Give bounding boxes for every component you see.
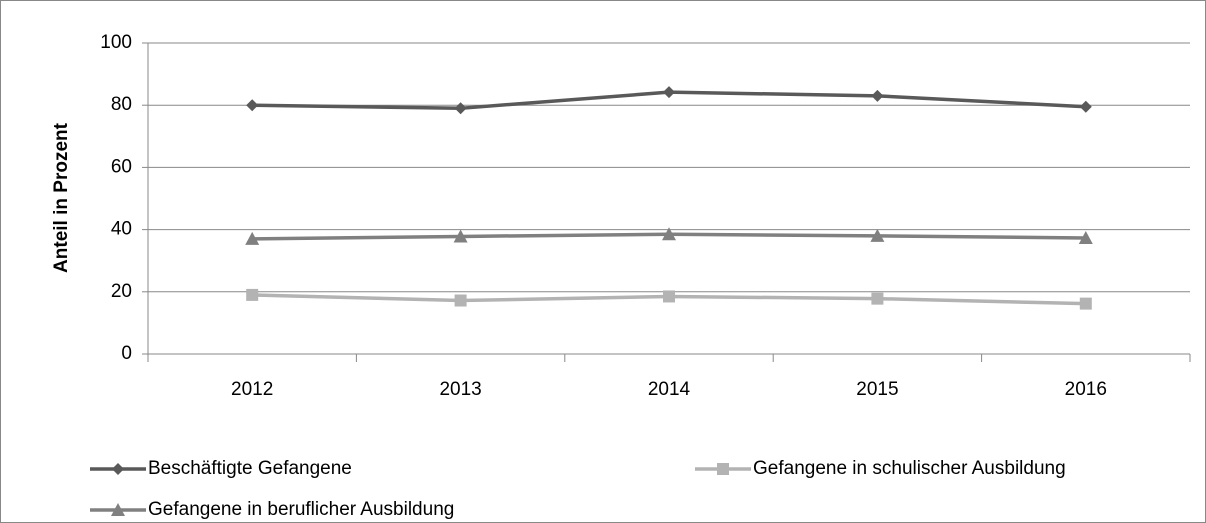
marker-square <box>1079 297 1092 310</box>
marker-diamond <box>246 99 259 112</box>
x-tick-label: 2015 <box>856 379 898 400</box>
marker-square <box>717 463 729 475</box>
marker-triangle <box>111 503 125 516</box>
marker-diamond <box>871 89 884 102</box>
marker-diamond <box>454 102 467 115</box>
marker-diamond <box>663 86 675 99</box>
legend-label: Beschäftigte Gefangene <box>148 458 352 479</box>
y-tick-label: 0 <box>121 343 132 364</box>
marker-square <box>246 288 259 301</box>
y-tick-label: 40 <box>111 219 132 240</box>
marker-diamond <box>1079 100 1092 113</box>
marker-square <box>454 294 467 307</box>
marker-triangle <box>1078 230 1093 244</box>
x-tick-label: 2016 <box>1065 379 1107 400</box>
x-tick-label: 2014 <box>648 379 691 400</box>
marker-triangle <box>870 228 885 242</box>
x-tick-label: 2012 <box>231 379 273 400</box>
marker-triangle <box>662 227 676 241</box>
marker-square <box>663 290 675 303</box>
marker-triangle <box>453 229 468 243</box>
legend-label: Gefangene in schulischer Ausbildung <box>753 458 1066 479</box>
y-axis-label: Anteil in Prozent <box>51 122 72 273</box>
y-tick-label: 80 <box>111 94 132 115</box>
marker-triangle <box>245 231 260 245</box>
marker-diamond <box>112 463 124 475</box>
y-tick-label: 100 <box>100 32 132 53</box>
y-tick-label: 60 <box>111 156 132 177</box>
y-tick-label: 20 <box>111 281 132 302</box>
x-tick-label: 2013 <box>439 379 481 400</box>
marker-square <box>871 292 884 305</box>
legend-label: Gefangene in beruflicher Ausbildung <box>148 499 454 520</box>
